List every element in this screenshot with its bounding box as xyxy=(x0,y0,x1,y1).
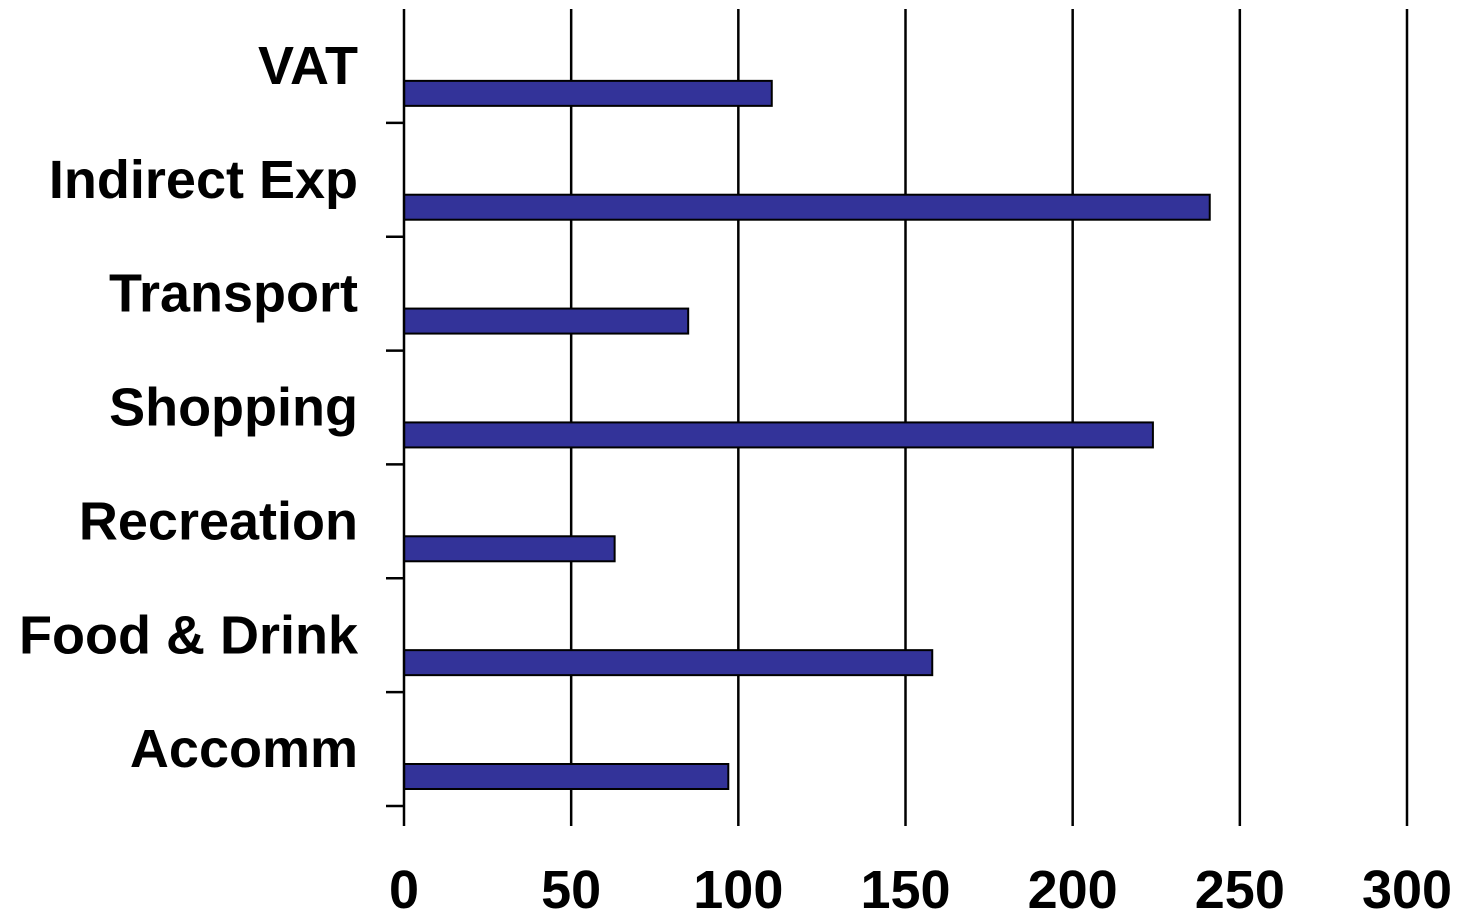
y-category-label: Food & Drink xyxy=(19,605,359,665)
x-tick-label: 250 xyxy=(1195,860,1285,914)
labels: 0 50 100 150 200 250 300 VAT Indirect Exp Transpo… xyxy=(19,36,1452,914)
x-tick-label: 200 xyxy=(1028,860,1118,914)
y-category-label: Indirect Exp xyxy=(49,150,358,210)
bar-transport xyxy=(403,307,690,335)
x-tick-label: 50 xyxy=(541,860,601,914)
bars xyxy=(403,79,1211,790)
gridlines xyxy=(569,9,1409,806)
bar-food-drink xyxy=(403,649,934,677)
x-tick-label: 150 xyxy=(860,860,950,914)
bar-indirect-exp xyxy=(403,193,1211,221)
bar-accomm xyxy=(403,763,730,790)
y-category-label: Transport xyxy=(109,264,358,324)
bar-vat xyxy=(403,79,773,107)
bar-shopping xyxy=(403,421,1154,449)
axes xyxy=(386,9,1409,826)
y-category-label: Recreation xyxy=(79,491,358,551)
x-tick-label: 100 xyxy=(693,860,783,914)
y-category-label: Accomm xyxy=(130,719,358,779)
y-category-label: VAT xyxy=(258,36,358,96)
bar-recreation xyxy=(403,535,616,563)
x-tick-label: 0 xyxy=(389,860,419,914)
y-category-label: Shopping xyxy=(109,378,358,438)
x-tick-label: 300 xyxy=(1362,860,1452,914)
